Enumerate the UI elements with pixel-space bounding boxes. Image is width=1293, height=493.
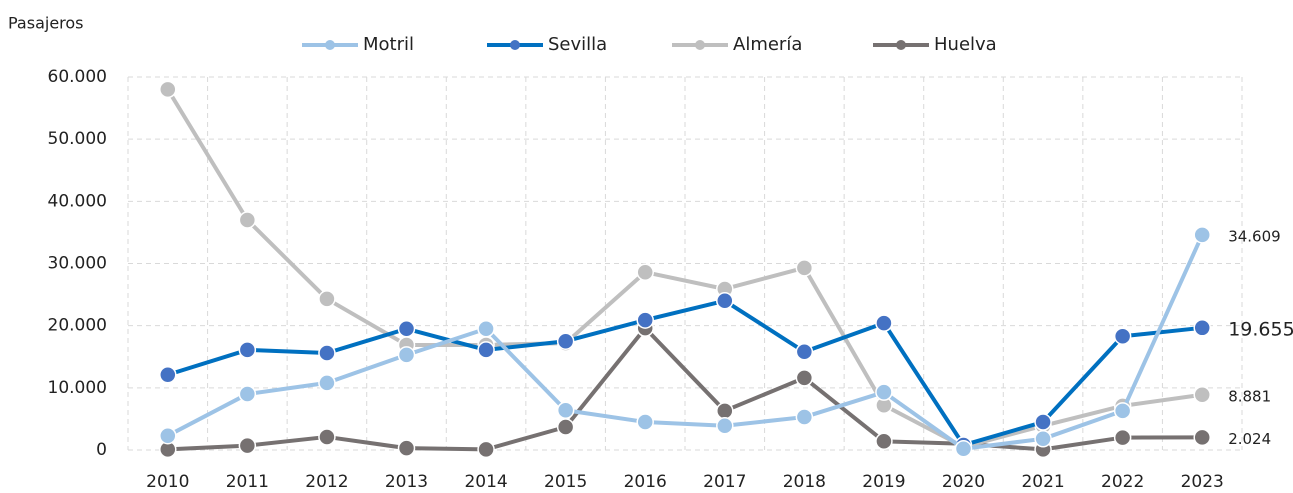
data-point [1034,430,1052,448]
data-point [1193,386,1211,404]
data-point [875,432,893,451]
data-point [238,385,257,403]
data-point [397,439,416,457]
data-point [1193,319,1211,337]
data-point [318,428,336,446]
legend-marker [325,40,335,50]
data-label: 8.881 [1228,387,1271,405]
data-point [875,383,893,401]
data-point [477,320,495,338]
y-tick-label: 10.000 [48,378,107,398]
x-tick-label: 2010 [146,472,189,492]
data-point [636,413,654,431]
data-point [318,344,336,362]
legend-label: Huelva [934,34,997,55]
data-point [795,408,814,426]
y-tick-label: 20.000 [48,316,107,336]
series-line [167,298,1203,448]
legend-marker [695,40,705,50]
data-point [1193,428,1211,447]
x-tick-label: 2013 [385,472,428,492]
data-point [1193,226,1211,244]
x-tick-label: 2020 [942,472,985,492]
x-tick-label: 2012 [305,472,348,492]
y-tick-label: 30.000 [48,254,107,274]
data-point [477,440,495,459]
data-point [1113,402,1132,420]
data-point [318,290,336,308]
data-point [318,374,336,392]
data-point [238,341,257,359]
legend-label: Almería [733,34,802,55]
series-line [166,234,1205,451]
data-point [556,401,575,419]
data-point [636,311,654,329]
data-point [238,436,257,455]
data-point [716,417,734,435]
x-tick-label: 2018 [783,472,826,492]
data-point [159,426,177,445]
y-axis-label: Pasajeros [8,14,84,33]
data-point [397,346,416,364]
series: 19.655 [159,292,1293,454]
legend-marker [510,40,520,50]
data-point [477,341,495,359]
y-tick-label: 40.000 [48,191,107,211]
data-point [875,314,893,332]
data-point [397,320,416,338]
data-point [1113,428,1132,447]
data-point [795,369,814,387]
x-tick-label: 2017 [703,472,746,492]
x-tick-label: 2015 [544,472,587,492]
x-tick-label: 2019 [862,472,905,492]
data-point [159,80,177,99]
data-label: 34.609 [1228,227,1281,245]
data-point [795,343,814,361]
x-tick-label: 2011 [226,472,269,492]
series-line [167,326,1203,452]
data-point [159,366,177,384]
data-point [716,292,734,310]
y-tick-label: 50.000 [48,129,107,149]
x-tick-label: 2016 [624,472,667,492]
data-point [954,440,973,458]
data-point [1113,327,1132,345]
data-point [556,332,575,350]
x-tick-label: 2021 [1021,472,1064,492]
x-tick-label: 2022 [1101,472,1144,492]
y-tick-label: 0 [96,440,107,460]
data-point [238,211,257,229]
legend-marker [896,40,906,50]
x-tick-label: 2014 [464,472,507,492]
series-line [166,88,1203,449]
data-point [1034,413,1052,431]
data-point [716,402,734,420]
series: 34.609 [159,226,1281,458]
series: 2.024 [159,319,1271,459]
legend-label: Sevilla [548,34,607,55]
legend-label: Motril [363,34,414,55]
y-tick-label: 60.000 [48,67,107,87]
data-label: 2.024 [1228,430,1271,448]
data-label: 19.655 [1228,318,1293,340]
data-point [795,259,814,277]
x-tick-label: 2023 [1181,472,1224,492]
data-point [556,418,575,436]
data-point [636,263,654,281]
